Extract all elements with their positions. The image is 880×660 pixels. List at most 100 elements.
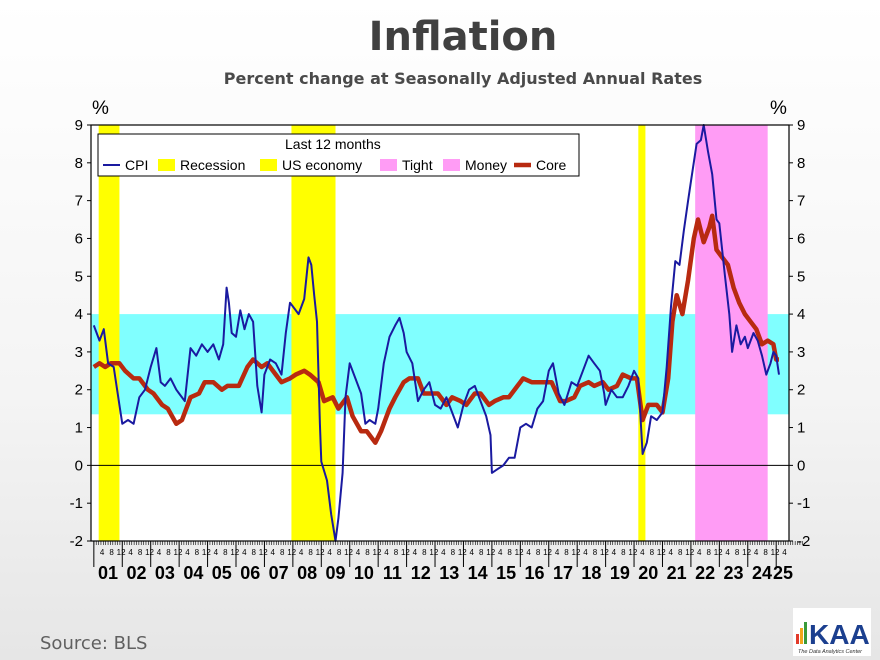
year-label-07: 07 bbox=[269, 563, 289, 583]
year-label-11: 11 bbox=[383, 563, 402, 583]
legend-title: Last 12 months bbox=[285, 136, 381, 152]
y-tick-label-right: 8 bbox=[797, 155, 805, 172]
month-tick-label: 12 bbox=[174, 548, 183, 557]
month-tick-label: 4 bbox=[526, 548, 531, 557]
y-tick-label-right: -1 bbox=[797, 495, 810, 512]
month-tick-label: 4 bbox=[384, 548, 389, 557]
recession-shade-3 bbox=[638, 125, 646, 541]
year-label-03: 03 bbox=[155, 563, 175, 583]
y-tick-label-right: -2 bbox=[797, 533, 810, 550]
month-tick-label: 12 bbox=[117, 548, 126, 557]
month-tick-label: 8 bbox=[536, 548, 541, 557]
recession-shade-1 bbox=[98, 125, 120, 541]
y-axis-label-left: % bbox=[92, 98, 109, 119]
month-tick-label: 8 bbox=[252, 548, 257, 557]
month-tick-label: 8 bbox=[593, 548, 598, 557]
recession-shade-2 bbox=[291, 125, 336, 541]
month-tick-label: 8 bbox=[109, 548, 114, 557]
year-label-02: 02 bbox=[126, 563, 146, 583]
month-tick-label: 12 bbox=[458, 548, 467, 557]
month-tick-label: 4 bbox=[470, 548, 475, 557]
y-tick-label-right: 6 bbox=[797, 230, 805, 247]
month-tick-label: 8 bbox=[138, 548, 143, 557]
month-tick-label: 4 bbox=[782, 548, 787, 557]
legend-label-cpi: CPI bbox=[125, 157, 148, 173]
month-tick-label: 8 bbox=[564, 548, 569, 557]
month-tick-label: 8 bbox=[166, 548, 171, 557]
month-tick-label: 8 bbox=[451, 548, 456, 557]
month-tick-label: 8 bbox=[735, 548, 740, 557]
year-label-06: 06 bbox=[240, 563, 260, 583]
y-tick-label-right: 1 bbox=[797, 420, 805, 437]
month-tick-label: 4 bbox=[327, 548, 332, 557]
year-label-08: 08 bbox=[297, 563, 317, 583]
month-tick-label: 8 bbox=[337, 548, 342, 557]
month-tick-label: 8 bbox=[422, 548, 427, 557]
month-tick-label: 8 bbox=[394, 548, 399, 557]
year-label-09: 09 bbox=[325, 563, 345, 583]
year-label-05: 05 bbox=[212, 563, 232, 583]
month-tick-label: 12 bbox=[543, 548, 552, 557]
month-tick-label: 12 bbox=[486, 548, 495, 557]
y-tick-label-left: 5 bbox=[75, 268, 83, 285]
month-tick-label: 4 bbox=[441, 548, 446, 557]
month-tick-label: 12 bbox=[714, 548, 723, 557]
month-tick-label: 12 bbox=[145, 548, 154, 557]
year-label-18: 18 bbox=[581, 563, 601, 583]
month-tick-label: 12 bbox=[600, 548, 609, 557]
legend-label-us-economy: US economy bbox=[282, 157, 362, 173]
month-tick-label: 8 bbox=[678, 548, 683, 557]
month-tick-label: 12 bbox=[742, 548, 751, 557]
month-tick-label: 4 bbox=[128, 548, 133, 557]
year-label-21: 21 bbox=[667, 563, 687, 583]
month-tick-label: 12 bbox=[572, 548, 581, 557]
month-tick-label: 4 bbox=[157, 548, 162, 557]
legend-label-money: Money bbox=[465, 157, 507, 173]
month-tick-label: 12 bbox=[429, 548, 438, 557]
year-label-14: 14 bbox=[468, 563, 488, 583]
month-tick-label: 4 bbox=[697, 548, 702, 557]
y-tick-label-right: 0 bbox=[797, 457, 805, 474]
month-tick-label: 12 bbox=[259, 548, 268, 557]
y-tick-label-left: 6 bbox=[75, 230, 83, 247]
month-tick-label: 4 bbox=[583, 548, 588, 557]
year-label-04: 04 bbox=[183, 563, 203, 583]
month-tick-label: 4 bbox=[100, 548, 105, 557]
year-label-13: 13 bbox=[439, 563, 459, 583]
month-tick-label: 12 bbox=[628, 548, 637, 557]
legend-swatch-recession bbox=[158, 159, 175, 171]
month-tick-label: 12 bbox=[287, 548, 296, 557]
year-label-01: 01 bbox=[98, 563, 118, 583]
year-label-25: 25 bbox=[773, 563, 793, 583]
year-label-17: 17 bbox=[553, 563, 573, 583]
y-tick-label-left: 4 bbox=[75, 306, 83, 323]
month-tick-label: 8 bbox=[280, 548, 285, 557]
y-tick-label-right: 5 bbox=[797, 268, 805, 285]
year-label-16: 16 bbox=[525, 563, 545, 583]
month-tick-label: 8 bbox=[650, 548, 655, 557]
month-tick-label: 12 bbox=[685, 548, 694, 557]
year-label-19: 19 bbox=[610, 563, 630, 583]
logo-text: KAA bbox=[809, 619, 870, 650]
legend-swatch-money bbox=[443, 159, 460, 171]
legend-box bbox=[97, 133, 580, 177]
month-tick-label: 4 bbox=[299, 548, 304, 557]
y-tick-label-right: 4 bbox=[797, 306, 805, 323]
year-label-23: 23 bbox=[724, 563, 744, 583]
month-tick-label: 8 bbox=[507, 548, 512, 557]
month-tick-label: 4 bbox=[498, 548, 503, 557]
month-tick-label: 8 bbox=[365, 548, 370, 557]
month-tick-label: 12 bbox=[515, 548, 524, 557]
series-core-line bbox=[92, 213, 779, 445]
month-tick-label: 4 bbox=[555, 548, 560, 557]
month-tick-label: 8 bbox=[479, 548, 484, 557]
legend-label-recession: Recession bbox=[180, 157, 245, 173]
month-tick-label: 4 bbox=[725, 548, 730, 557]
year-label-20: 20 bbox=[638, 563, 658, 583]
y-tick-label-right: 2 bbox=[797, 382, 805, 399]
month-tick-label: 4 bbox=[754, 548, 759, 557]
y-axis-label-right: % bbox=[770, 98, 787, 119]
y-tick-label-left: 0 bbox=[75, 457, 83, 474]
year-label-12: 12 bbox=[411, 563, 431, 583]
logo-tagline: The Data Analytics Center bbox=[798, 649, 863, 655]
